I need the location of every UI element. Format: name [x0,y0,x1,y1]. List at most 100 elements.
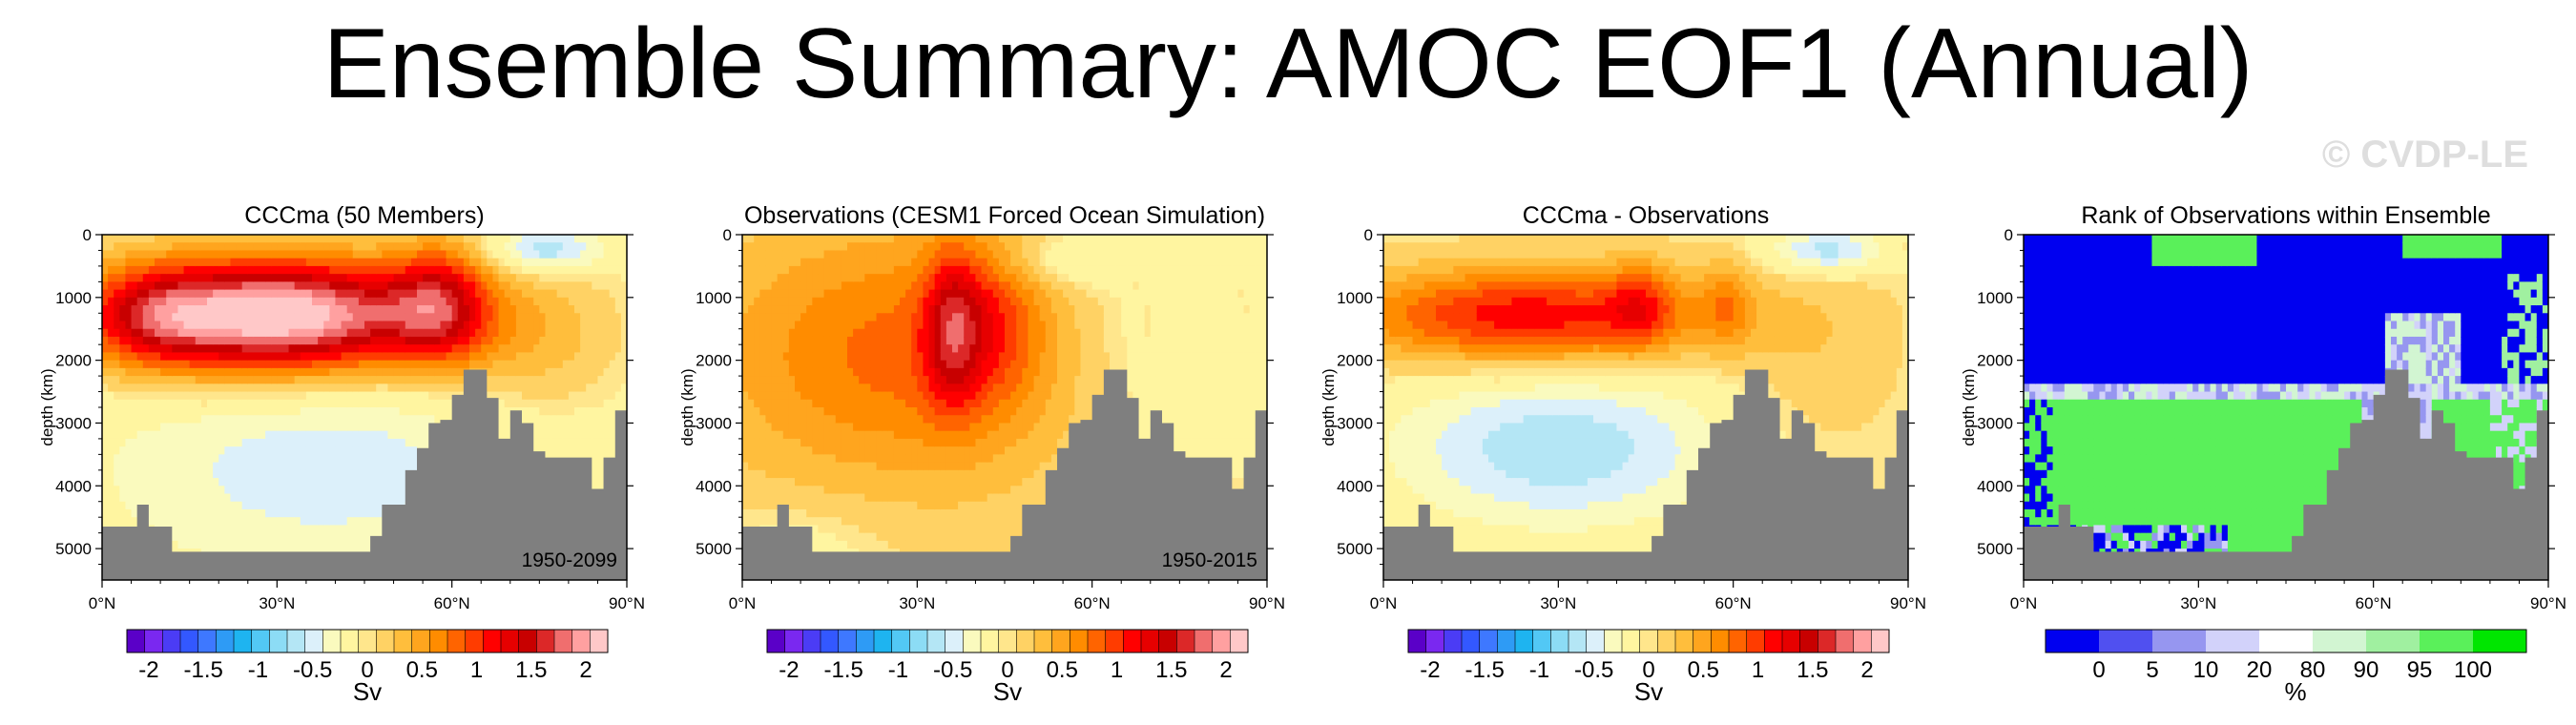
field-cell [114,360,120,369]
field-cell [282,501,290,510]
field-cell [341,423,348,432]
field-cell [376,321,383,330]
field-cell [387,407,395,416]
field-cell [777,336,784,345]
field-cell [155,462,161,471]
field-cell [771,281,779,291]
field-cell [200,242,208,252]
field-cell [859,242,865,252]
field-cell [200,486,208,495]
field-cell [312,462,319,471]
field-cell [247,344,255,354]
field-cell [329,493,337,503]
field-cell [440,352,447,362]
field-cell [265,305,272,314]
field-cell [114,367,120,377]
field-cell [329,367,337,377]
field-cell [218,258,225,267]
field-cell [288,328,296,338]
field-cell [551,274,558,282]
field-cell [218,478,225,487]
field-cell [230,423,238,432]
field-cell [829,423,837,432]
field-cell [218,274,225,282]
colorbar-swatch [234,630,253,652]
field-cell [125,265,133,275]
field-cell [102,235,109,243]
field-cell [765,446,773,455]
field-cell [835,274,842,282]
field-cell [108,344,114,354]
field-cell [399,399,406,408]
field-cell [102,336,109,345]
field-cell [142,250,150,259]
field-cell [142,415,150,425]
field-cell [818,407,825,416]
field-cell [551,344,558,354]
field-cell [806,391,813,401]
field-cell [166,313,173,322]
field-cell [417,376,424,384]
field-cell [213,469,219,479]
field-cell [812,501,820,510]
field-cell [603,265,611,275]
field-cell [155,391,161,401]
field-cell [399,289,406,299]
field-cell [131,446,138,455]
field-cell [346,430,354,440]
field-cell [463,360,470,369]
field-cell [545,305,552,314]
field-cell [522,281,529,291]
field-cell [818,478,825,487]
field-cell [230,367,238,377]
field-cell [271,336,278,345]
field-cell [545,446,552,455]
field-cell [282,297,290,306]
field-cell [260,297,266,306]
field-cell [481,258,488,267]
field-cell [160,415,167,425]
field-cell [160,508,167,518]
field-cell [620,235,627,243]
field-cell [312,376,319,384]
field-cell [260,462,266,471]
field-cell [213,532,219,542]
field-cell [551,265,558,275]
field-cell [387,478,395,487]
field-cell [277,344,284,354]
field-cell [200,415,208,425]
field-cell [410,352,418,362]
field-cell [318,360,324,369]
field-cell [265,508,272,518]
field-cell [358,274,365,282]
field-cell [155,383,161,393]
field-cell [131,281,138,291]
field-cell [282,517,290,527]
field-cell [102,328,109,338]
field-cell [742,321,749,330]
field-cell [522,360,529,369]
field-cell [323,517,330,527]
field-cell [218,250,225,259]
field-cell [487,313,494,322]
field-cell [364,532,371,542]
field-cell [603,242,611,252]
field-cell [777,305,784,314]
field-cell [195,328,202,338]
field-cell [183,274,191,282]
field-cell [812,469,820,479]
field-cell [335,336,343,345]
field-cell [119,360,127,369]
field-cell [823,399,831,408]
field-cell [253,415,260,425]
field-cell [177,305,185,314]
field-cell [498,265,506,275]
field-cell [207,250,214,259]
field-cell [539,391,547,401]
field-cell [119,399,127,408]
field-cell [200,399,208,408]
field-cell [312,258,319,267]
field-cell [434,376,442,384]
field-cell [800,486,807,495]
field-cell [253,407,260,416]
